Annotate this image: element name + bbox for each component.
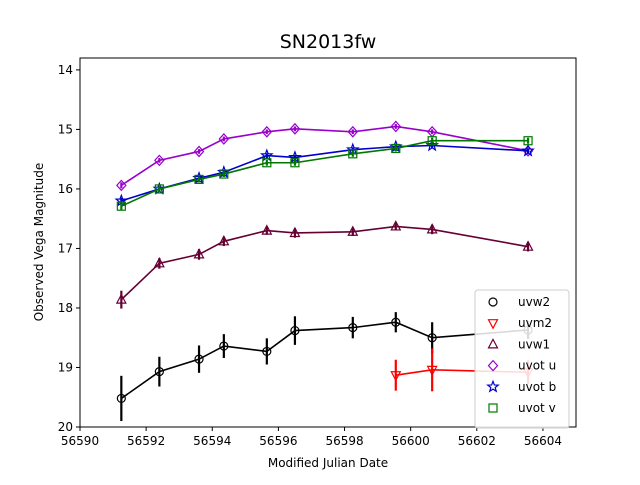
x-tick-label: 56600 (392, 434, 430, 448)
legend: uvw2 uvm2 uvw1 uvot u uvot b uvot v (474, 289, 570, 429)
data-point (154, 154, 165, 167)
data-point (522, 240, 534, 251)
legend-label: uvw2 (518, 295, 550, 309)
legend-marker (488, 297, 498, 307)
data-point (154, 184, 164, 194)
data-point (261, 125, 273, 138)
data-point (288, 150, 302, 164)
data-point (390, 120, 402, 133)
data-point (390, 220, 402, 231)
data-point (391, 143, 401, 154)
legend-marker (486, 379, 500, 393)
data-point (262, 158, 272, 168)
y-tick-label: 17 (58, 241, 73, 255)
y-axis: 14 15 16 17 18 19 20 (58, 63, 80, 434)
data-point (347, 125, 359, 138)
x-axis: 56590 56592 56594 56596 56598 56600 56602 56604 (61, 427, 562, 448)
data-point (391, 317, 401, 327)
legend-label: uvm2 (518, 316, 552, 330)
series-uvot-b (114, 138, 535, 207)
legend-box (474, 289, 570, 429)
legend-marker (487, 319, 499, 330)
x-tick-label: 56596 (259, 434, 297, 448)
data-point (218, 133, 230, 145)
data-point (348, 323, 358, 333)
x-axis-label: Modified Julian Date (268, 456, 388, 470)
x-tick-label: 56590 (61, 434, 99, 448)
data-point (219, 169, 229, 179)
data-point (262, 346, 272, 357)
x-tick-label: 56604 (524, 434, 562, 448)
data-point (427, 136, 437, 146)
legend-label: uvot u (518, 359, 556, 373)
data-point (194, 174, 204, 185)
data-point (259, 148, 274, 162)
chart-title: SN2013fw (280, 31, 377, 53)
data-point (193, 145, 205, 158)
data-point (523, 136, 533, 146)
y-tick-label: 19 (58, 360, 73, 374)
data-point (194, 354, 204, 364)
data-point (115, 293, 127, 304)
data-point (289, 226, 301, 238)
data-point (154, 367, 164, 377)
series-line-uvot-v (120, 139, 529, 207)
data-point (219, 341, 229, 351)
data-point (426, 223, 438, 234)
data-point (193, 248, 205, 259)
data-point (261, 224, 273, 235)
data-point (153, 257, 165, 268)
plot-area (114, 120, 535, 422)
x-tick-label: 56594 (193, 434, 231, 448)
y-tick-label: 20 (58, 420, 73, 434)
series-line-uvot-b (121, 144, 529, 202)
data-point (218, 235, 230, 246)
legend-marker (488, 403, 498, 413)
legend-label: uvot b (518, 380, 556, 394)
legend-label: uvot v (518, 401, 556, 415)
x-tick-label: 56602 (458, 434, 496, 448)
y-tick-label: 16 (58, 182, 73, 196)
series-line-uvot-u (120, 125, 529, 187)
data-point (347, 225, 359, 236)
series-line-uvw1 (120, 225, 529, 301)
series-uvw2 (116, 312, 533, 422)
data-point (427, 333, 437, 343)
legend-label: uvw1 (518, 337, 550, 351)
legend-marker (487, 338, 499, 349)
data-point (289, 122, 301, 135)
x-tick-label: 56598 (325, 434, 363, 448)
data-point (116, 393, 126, 404)
data-point (116, 179, 127, 192)
y-tick-label: 18 (58, 301, 73, 315)
y-tick-label: 15 (58, 122, 73, 136)
y-tick-label: 14 (58, 63, 73, 77)
data-point (426, 365, 438, 377)
plot-frame (79, 57, 577, 428)
series-uvw1 (115, 220, 534, 309)
series-line-uvw2 (120, 321, 529, 400)
data-point (290, 325, 300, 336)
data-point (390, 371, 402, 382)
series-uvot-u (116, 120, 534, 192)
x-tick-label: 56592 (127, 434, 165, 448)
y-axis-label: Observed Vega Magnitude (32, 163, 46, 322)
legend-marker (487, 359, 499, 372)
series-uvot-v (116, 136, 533, 211)
data-point (521, 143, 535, 157)
data-point (116, 201, 126, 211)
data-point (290, 158, 300, 168)
data-point (348, 149, 358, 159)
